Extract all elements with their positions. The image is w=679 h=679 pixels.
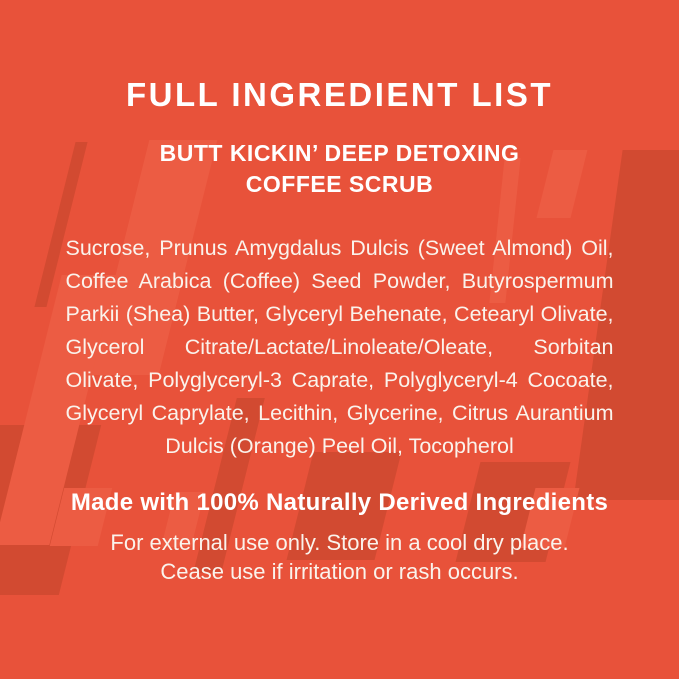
usage-instructions-line2: Cease use if irritation or rash occurs.	[160, 558, 519, 584]
naturally-derived-claim: Made with 100% Naturally Derived Ingredi…	[70, 488, 609, 516]
usage-instructions: For external use only. Store in a cool d…	[64, 528, 615, 586]
product-name-line1: BUTT KICKIN’ DEEP DETOXING	[159, 139, 520, 166]
usage-instructions-line1: For external use only. Store in a cool d…	[110, 529, 569, 555]
ingredient-list-text: Sucrose, Prunus Amygdalus Dulcis (Sweet …	[65, 235, 614, 458]
product-name-line2: COFFEE SCRUB	[245, 170, 434, 197]
product-name: BUTT KICKIN’ DEEP DETOXING COFFEE SCRUB	[64, 138, 615, 200]
page-title: FULL INGREDIENT LIST	[125, 76, 554, 113]
